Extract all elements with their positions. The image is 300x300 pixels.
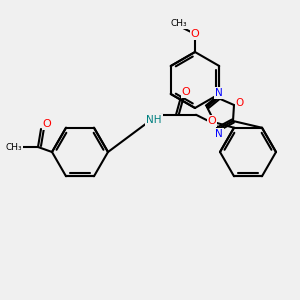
- Text: O: O: [190, 29, 200, 39]
- Text: O: O: [208, 116, 216, 126]
- Text: O: O: [182, 87, 190, 97]
- Text: N: N: [215, 129, 223, 139]
- Text: NH: NH: [146, 115, 162, 125]
- Text: CH₃: CH₃: [6, 142, 22, 152]
- Text: O: O: [43, 119, 51, 129]
- Text: CH₃: CH₃: [171, 20, 187, 28]
- Text: O: O: [236, 98, 244, 108]
- Text: N: N: [215, 88, 223, 98]
